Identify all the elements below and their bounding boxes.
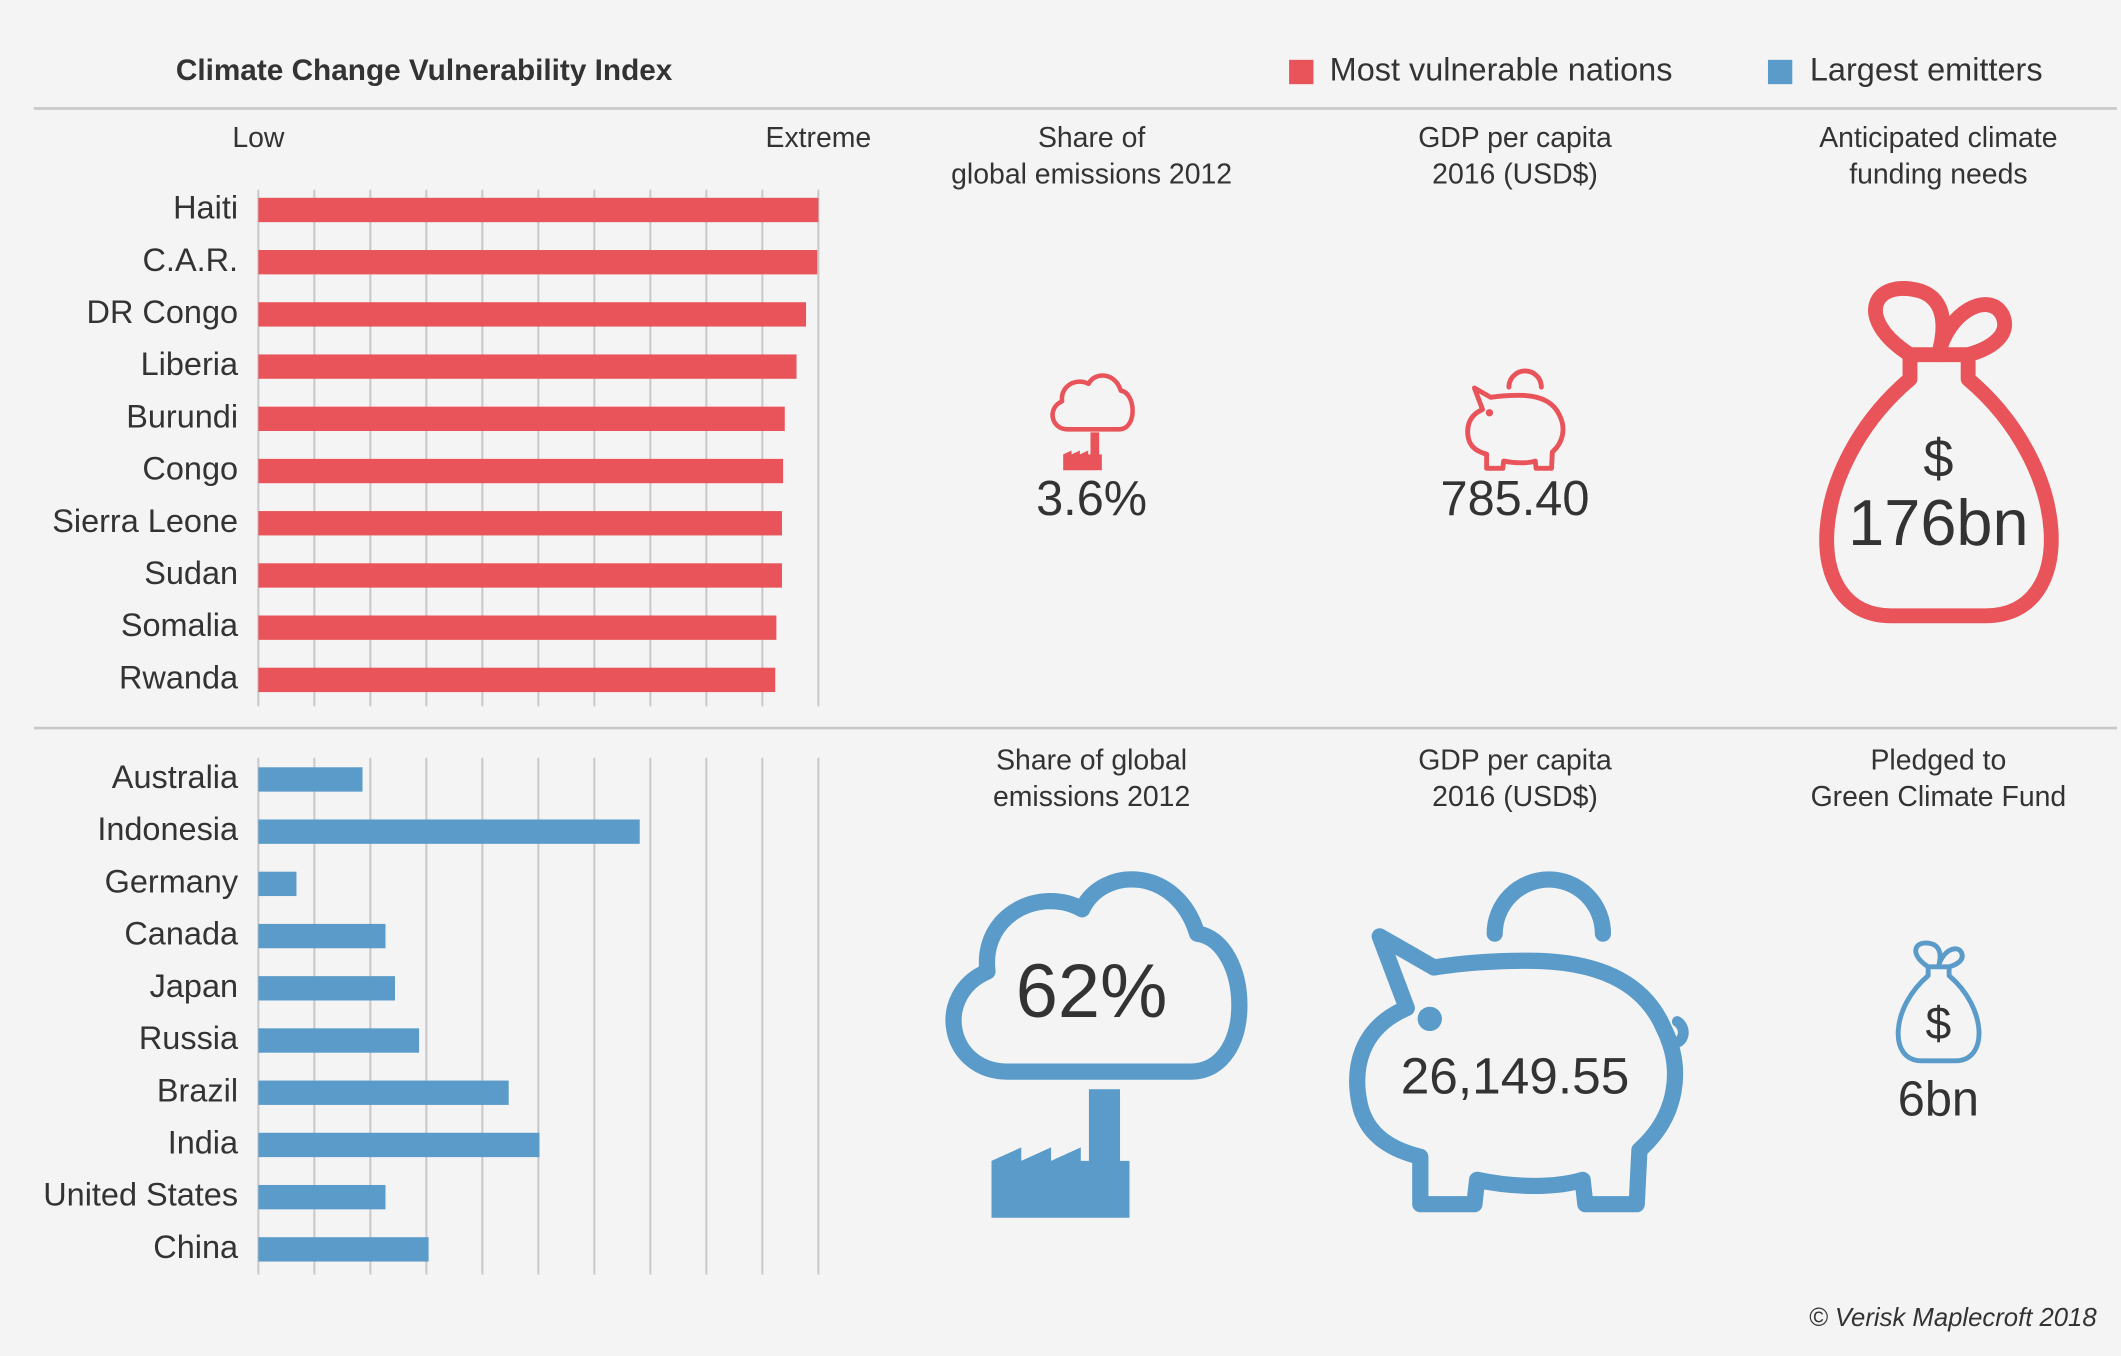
bar <box>258 819 640 844</box>
dollar-sign: $ <box>1923 429 1953 489</box>
bar <box>258 563 782 588</box>
category-label: Sudan <box>144 555 238 591</box>
piggy-bank-icon <box>1349 871 1689 1213</box>
coin <box>1506 368 1544 390</box>
stat-label: GDP per capita <box>1418 122 1612 154</box>
bar <box>258 976 396 1001</box>
category-label: Sierra Leone <box>52 503 238 539</box>
category-label: Japan <box>150 968 238 1004</box>
bar <box>258 871 297 897</box>
cloud-icon <box>1050 373 1135 471</box>
category-label: Australia <box>112 759 239 795</box>
category-label: Liberia <box>141 346 239 382</box>
bar <box>258 767 363 792</box>
pig-body <box>1349 928 1684 1213</box>
money-bag-icon: $ <box>1895 940 1982 1064</box>
category-label: DR Congo <box>87 294 239 330</box>
category-label: Burundi <box>126 398 238 434</box>
bar <box>258 615 777 640</box>
legend-label: Most vulnerable nations <box>1330 52 1673 88</box>
stat-label: 2016 (USD$) <box>1432 159 1598 191</box>
chart-title: Climate Change Vulnerability Index <box>176 54 673 87</box>
stat-label: Anticipated climate <box>1819 122 2057 154</box>
piggy-bank-icon <box>1465 368 1566 471</box>
category-label: C.A.R. <box>142 242 238 278</box>
bar <box>258 1132 540 1158</box>
eye <box>1485 409 1494 417</box>
bag-tie <box>1913 940 1965 970</box>
category-label: Brazil <box>157 1072 238 1108</box>
bar <box>258 667 776 693</box>
stat-label: Share of global <box>996 744 1187 776</box>
legend-swatch <box>1289 59 1314 85</box>
stat-value: 62% <box>1016 949 1168 1034</box>
category-label: Somalia <box>121 607 239 643</box>
factory <box>1063 450 1102 471</box>
bar <box>258 923 386 949</box>
x-tick-label: Extreme <box>766 122 872 154</box>
bar <box>258 302 807 327</box>
bar <box>258 1080 509 1105</box>
category-label: United States <box>43 1177 238 1213</box>
cloud-icon <box>945 871 1248 1218</box>
category-label: Russia <box>139 1020 239 1056</box>
legend-swatch <box>1767 59 1793 85</box>
tail <box>1661 1016 1689 1049</box>
bar <box>258 354 797 379</box>
bar <box>258 406 785 432</box>
bar <box>258 458 784 484</box>
coin <box>1486 871 1612 942</box>
category-label: India <box>168 1125 239 1161</box>
chimney <box>1088 1089 1121 1164</box>
credit: © Verisk Maplecroft 2018 <box>1809 1304 2098 1332</box>
category-label: Rwanda <box>119 659 239 695</box>
stat-label: 2016 (USD$) <box>1432 781 1598 813</box>
bar <box>258 511 782 536</box>
stat-label: funding needs <box>1849 159 2027 191</box>
cloud-outline <box>945 871 1248 1080</box>
x-tick-label: Low <box>232 122 285 154</box>
stat-value: 6bn <box>1898 1073 1979 1127</box>
category-label: Indonesia <box>97 811 239 847</box>
category-label: Congo <box>142 451 238 487</box>
category-label: Haiti <box>173 190 238 226</box>
factory <box>991 1147 1130 1218</box>
dollar-sign: $ <box>1926 997 1952 1049</box>
stat-label: Share of <box>1038 122 1145 154</box>
stat-value: 26,149.55 <box>1401 1046 1630 1104</box>
category-label: Canada <box>124 916 239 952</box>
bar <box>258 250 818 275</box>
category-label: Germany <box>105 863 239 899</box>
money-bag-icon: $ <box>1819 281 2059 624</box>
category-label: China <box>153 1229 239 1265</box>
eye <box>1417 1006 1442 1032</box>
pig-body <box>1465 385 1566 471</box>
stat-label: Pledged to <box>1871 744 2007 776</box>
stat-label: Green Climate Fund <box>1811 781 2067 813</box>
bar <box>258 1184 386 1210</box>
stat-value: 3.6% <box>1036 472 1147 526</box>
stat-value: 176bn <box>1848 486 2029 559</box>
stat-label: global emissions 2012 <box>951 159 1232 191</box>
bag-tie <box>1868 281 2012 363</box>
bar <box>258 197 819 223</box>
bar <box>258 1028 420 1053</box>
cloud-outline <box>1050 373 1135 432</box>
stat-value: 785.40 <box>1441 472 1590 526</box>
bar <box>258 1237 429 1262</box>
chimney <box>1090 432 1100 456</box>
stat-label: GDP per capita <box>1418 744 1612 776</box>
stat-label: emissions 2012 <box>993 781 1190 813</box>
legend-label: Largest emitters <box>1810 52 2043 88</box>
